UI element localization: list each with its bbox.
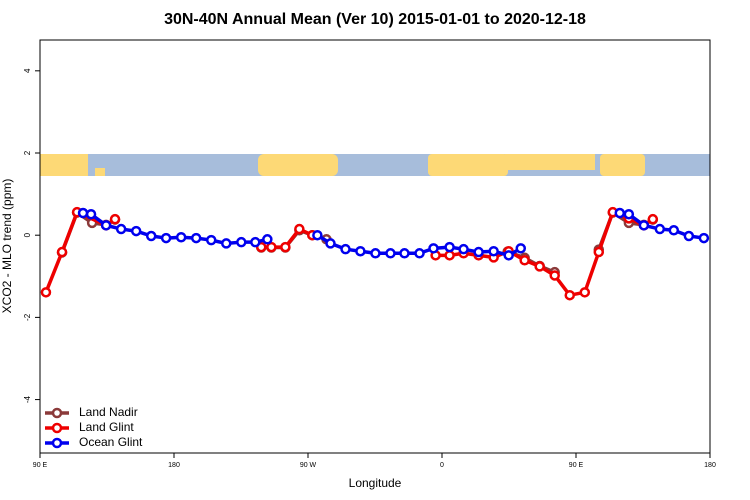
data-point: [175, 232, 187, 243]
legend-marker: [51, 437, 63, 449]
series-line: [44, 210, 654, 297]
data-point: [40, 287, 52, 298]
map-strip: [40, 154, 710, 176]
y-tick-label: -4: [23, 395, 32, 403]
data-point: [503, 250, 514, 261]
data-point: [236, 236, 247, 248]
data-point: [100, 220, 112, 231]
data-point: [698, 232, 710, 244]
y-tick-label: -2: [23, 313, 32, 321]
data-point: [515, 243, 527, 254]
x-tick-label: 90 E: [569, 462, 584, 469]
y-tick-label: 4: [23, 68, 32, 73]
data-point: [250, 236, 261, 248]
data-point: [385, 248, 396, 259]
series-line: [60, 210, 654, 274]
legend-label: Ocean Glint: [79, 435, 143, 449]
data-point: [145, 230, 157, 242]
data-point: [668, 225, 680, 236]
data-point: [312, 229, 323, 241]
data-point: [564, 289, 575, 301]
x-axis-label: Longitude: [349, 476, 402, 490]
data-point: [340, 243, 351, 255]
data-point: [458, 243, 469, 255]
y-axis-label: XCO2 - MLO trend (ppm): [0, 179, 14, 314]
data-point: [414, 248, 425, 259]
x-tick-label: 90 E: [33, 462, 48, 469]
data-point: [130, 225, 142, 237]
legend-marker: [51, 407, 63, 419]
x-tick-label: 180: [704, 462, 716, 469]
chart-title: 30N-40N Annual Mean (Ver 10) 2015-01-01 …: [164, 11, 586, 28]
data-point: [473, 246, 484, 258]
plot-frame: [39, 39, 711, 454]
data-point: [280, 241, 291, 253]
x-tick-label: 0: [440, 462, 444, 469]
data-point: [654, 223, 666, 235]
data-point: [294, 223, 305, 235]
legend-label: Land Nadir: [79, 405, 138, 419]
data-point: [488, 245, 499, 257]
data-point: [444, 241, 455, 253]
data-point: [160, 232, 172, 244]
data-point: [325, 238, 336, 249]
data-point: [221, 238, 232, 249]
data-point: [519, 255, 530, 266]
data-point: [262, 234, 273, 245]
data-point: [647, 213, 659, 225]
data-point: [683, 230, 695, 242]
data-point: [549, 270, 560, 281]
data-point: [399, 248, 410, 259]
data-point: [444, 250, 455, 261]
data-point: [266, 241, 277, 253]
data-point: [534, 261, 545, 272]
data-point: [85, 208, 97, 220]
data-point: [77, 207, 89, 219]
data-point: [638, 220, 650, 231]
data-point: [56, 246, 68, 258]
data-point: [579, 287, 591, 298]
data-point: [205, 234, 217, 246]
data-point: [355, 245, 366, 257]
data-point: [623, 208, 635, 220]
data-point: [428, 243, 439, 254]
data-point: [593, 246, 605, 258]
y-tick-label: 2: [23, 150, 32, 155]
data-point: [115, 223, 127, 235]
y-tick-label: 0: [23, 232, 32, 237]
data-point: [190, 232, 202, 244]
legend-marker: [51, 422, 63, 434]
legend-label: Land Glint: [79, 420, 134, 434]
data-point: [614, 207, 626, 219]
data-point: [370, 248, 381, 259]
x-tick-label: 180: [168, 462, 180, 469]
x-tick-label: 90 W: [300, 462, 317, 469]
data-point: [109, 213, 121, 225]
